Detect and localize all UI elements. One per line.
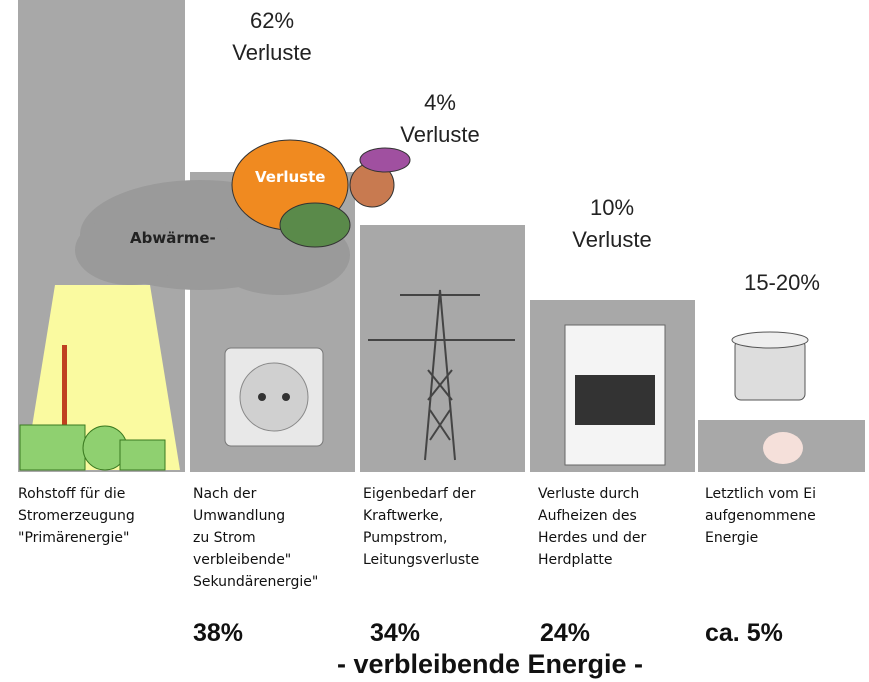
stage-description: zu Strom	[193, 530, 256, 546]
cloud-label: Abwärme-	[130, 229, 216, 247]
stage-description: Aufheizen des	[538, 508, 637, 524]
stage-description: Rohstoff für die	[18, 486, 125, 502]
loss-label: Verluste	[400, 122, 480, 147]
stage-description: Umwandlung	[193, 508, 285, 524]
stage-description: Pumpstrom,	[363, 530, 447, 546]
stage-description: verbleibende"	[193, 552, 291, 568]
pot	[735, 340, 805, 400]
loss-percent: 62%	[250, 8, 294, 33]
egg	[763, 432, 803, 464]
remaining-percent: 34%	[370, 619, 420, 647]
remaining-percent: 24%	[540, 619, 590, 647]
stage-description: Sekundärenergie"	[193, 574, 318, 590]
socket-face	[240, 363, 308, 431]
stage-description: Letztlich vom Ei	[705, 486, 816, 502]
stage-description: Herdes und der	[538, 530, 646, 546]
loss-label: Verluste	[572, 227, 652, 252]
figure-label: Verluste	[255, 168, 325, 186]
loss-percent: 4%	[424, 90, 456, 115]
stove-oven	[575, 375, 655, 425]
stage-description: "Primärenergie"	[18, 530, 129, 546]
stage-description: Nach der	[193, 486, 257, 502]
infographic: Abwärme- Verluste 62% Verluste 4% Verlus…	[0, 0, 869, 682]
stage-description: Verluste durch	[538, 486, 639, 502]
stage-description: aufgenommene	[705, 508, 816, 524]
stage-description: Stromerzeugung	[18, 508, 135, 524]
stage-description: Herdplatte	[538, 552, 612, 568]
loss-percent: 15-20%	[744, 270, 820, 295]
pot-lid	[732, 332, 808, 348]
stage-description: Eigenbedarf der	[363, 486, 476, 502]
cloud	[75, 215, 185, 285]
figure-legs	[280, 203, 350, 247]
stage-description: Kraftwerke,	[363, 508, 443, 524]
socket-hole	[258, 393, 266, 401]
chimney	[62, 345, 67, 425]
socket-hole	[282, 393, 290, 401]
loss-label: Verluste	[232, 40, 312, 65]
remaining-percent: 38%	[193, 619, 243, 647]
plant-building	[20, 425, 85, 470]
stage-description: Energie	[705, 530, 758, 546]
remaining-percent: ca. 5%	[705, 619, 783, 647]
footer: - verbleibende Energie -	[337, 649, 643, 679]
stage-description: Leitungsverluste	[363, 552, 479, 568]
column	[360, 225, 525, 472]
plant-building	[120, 440, 165, 470]
figure-hat	[360, 148, 410, 172]
loss-percent: 10%	[590, 195, 634, 220]
